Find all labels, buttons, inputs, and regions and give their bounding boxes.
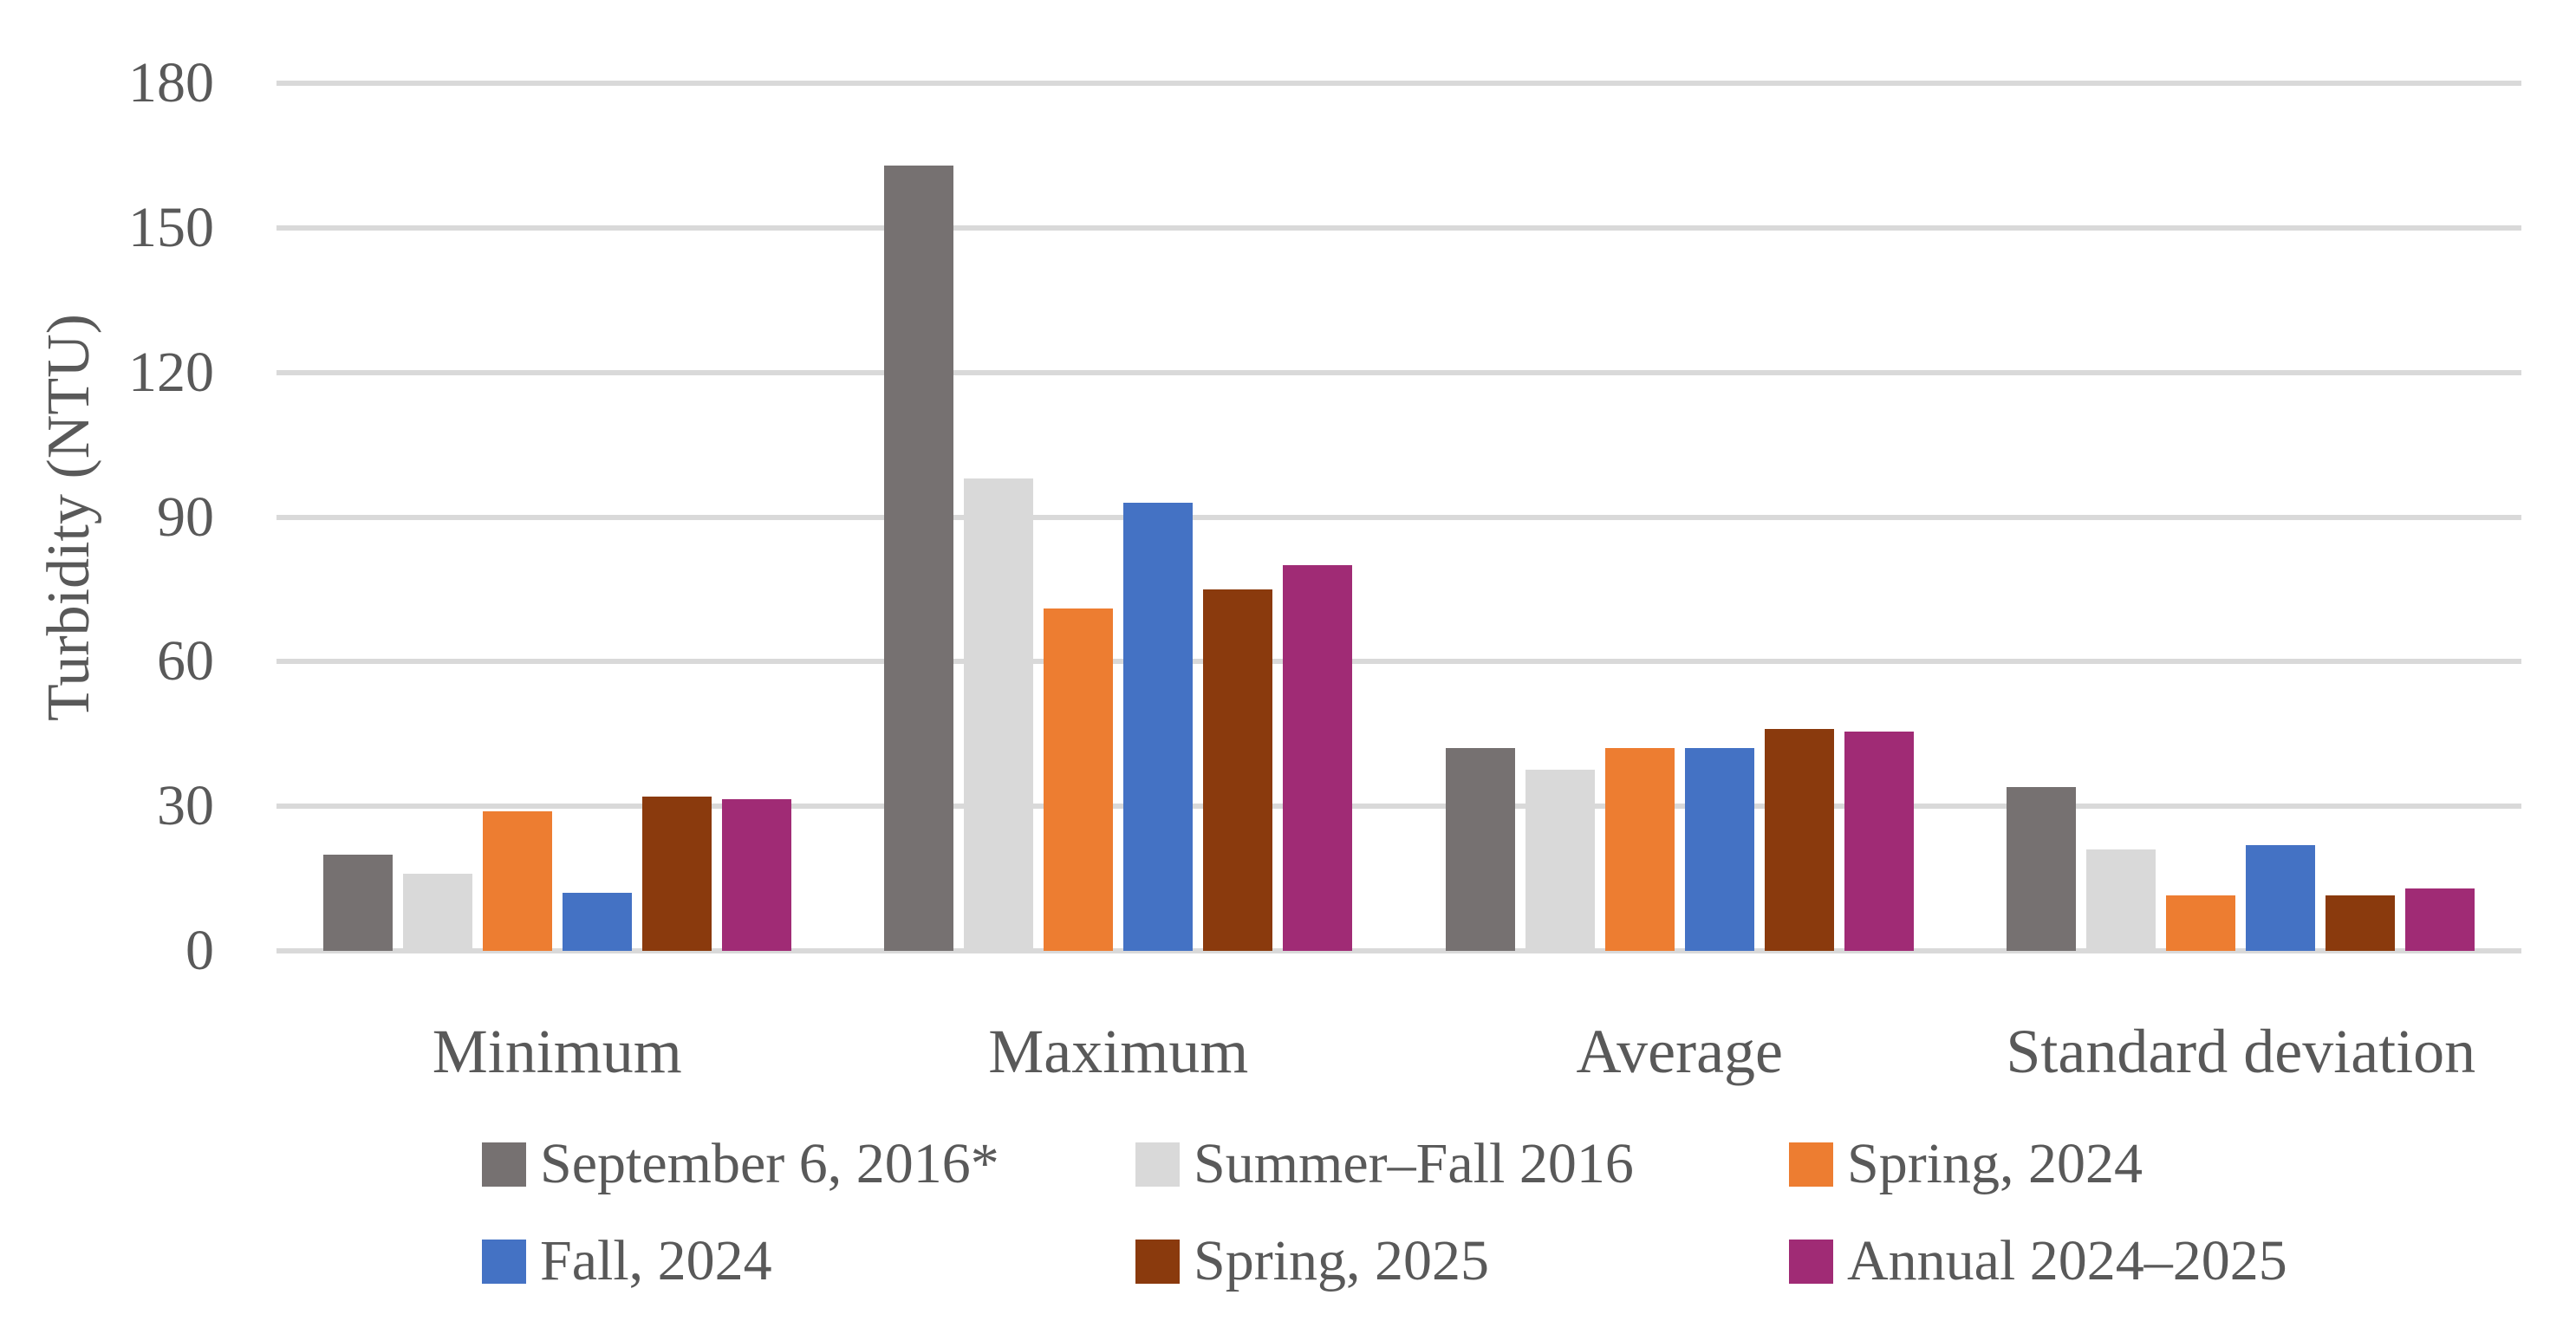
legend-item: Fall, 2024 (482, 1222, 1135, 1300)
horizontal-gridline (276, 514, 2521, 520)
y-tick-label: 0 (185, 919, 214, 982)
bar (2166, 895, 2236, 951)
category-label: Average (1576, 1017, 1784, 1086)
bar (1684, 748, 1754, 951)
bar (1123, 502, 1194, 951)
bar (482, 810, 552, 951)
legend-item: September 6, 2016* (482, 1125, 1135, 1203)
legend-item: Summer–Fall 2016 (1135, 1125, 1789, 1203)
y-tick-label: 150 (128, 195, 214, 259)
bar (1203, 589, 1273, 951)
category-label: Standard deviation (2006, 1017, 2476, 1086)
legend-label: Annual 2024–2025 (1847, 1229, 2287, 1292)
horizontal-gridline (276, 804, 2521, 810)
bar (2405, 888, 2475, 951)
legend-label: Summer–Fall 2016 (1194, 1132, 1634, 1195)
legend-label: September 6, 2016* (540, 1132, 999, 1195)
bar (322, 854, 393, 951)
bar (1604, 748, 1675, 951)
legend-swatch (482, 1239, 526, 1284)
bar (1445, 748, 1515, 951)
bar (884, 165, 954, 951)
bar (1764, 729, 1834, 951)
bar (721, 798, 791, 951)
bar (1044, 608, 1114, 951)
horizontal-gridline (276, 225, 2521, 231)
bar (1283, 565, 1353, 951)
y-tick-label: 120 (128, 340, 214, 404)
legend-item: Spring, 2025 (1135, 1222, 1789, 1300)
legend: September 6, 2016* Summer–Fall 2016 Spring… (482, 1125, 2287, 1300)
legend-label: Fall, 2024 (540, 1229, 772, 1292)
category-label: Minimum (432, 1017, 682, 1086)
legend-item: Spring, 2024 (1789, 1125, 2287, 1203)
legend-swatch (1135, 1239, 1180, 1284)
legend-label: Spring, 2024 (1847, 1132, 2143, 1195)
legend-swatch (482, 1142, 526, 1187)
bar (2246, 844, 2316, 951)
y-tick-label: 180 (128, 51, 214, 114)
legend-swatch (1789, 1239, 1833, 1284)
y-tick-label: 90 (157, 485, 214, 549)
horizontal-gridline (276, 81, 2521, 86)
bar (1844, 731, 1914, 951)
legend-swatch (1789, 1142, 1833, 1187)
bar (2007, 786, 2077, 951)
bar (2086, 849, 2156, 951)
legend-label: Spring, 2025 (1194, 1229, 1490, 1292)
bar (641, 797, 712, 951)
horizontal-gridline (276, 369, 2521, 375)
bar (402, 874, 472, 951)
bar (2326, 895, 2396, 951)
legend-swatch (1135, 1142, 1180, 1187)
bar (562, 893, 632, 951)
horizontal-gridline (276, 659, 2521, 665)
bar (1525, 770, 1595, 951)
legend-item: Annual 2024–2025 (1789, 1222, 2287, 1300)
y-tick-label: 60 (157, 629, 214, 693)
y-tick-label: 30 (157, 774, 214, 838)
category-label: Maximum (988, 1017, 1249, 1086)
bar (964, 478, 1034, 951)
x-axis-line (276, 948, 2521, 953)
